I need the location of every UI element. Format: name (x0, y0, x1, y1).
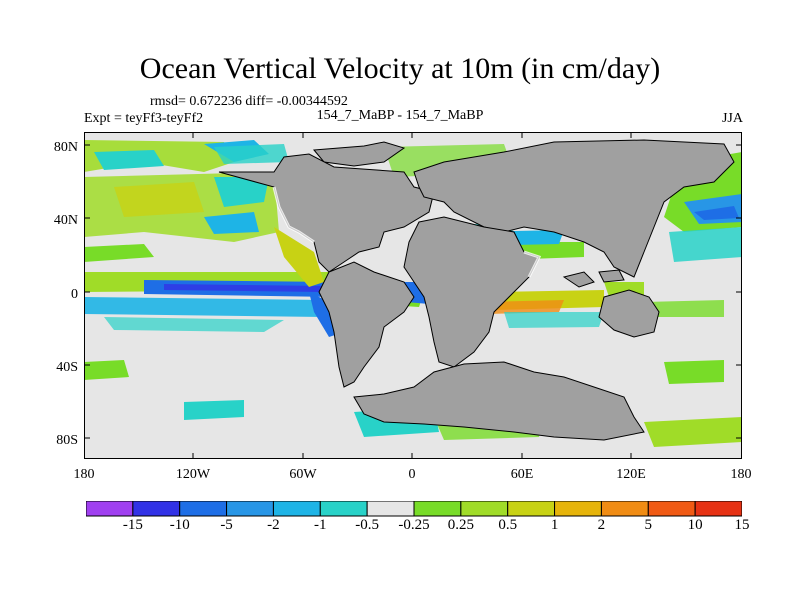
colorbar-swatch (647, 501, 696, 517)
lon-label-60w: 60W (289, 467, 317, 482)
lon-label-0: 0 (408, 467, 416, 482)
colorbar-swatch (179, 501, 228, 517)
colorbar-label: -0.5 (355, 517, 380, 533)
lat-label-40s: 40S (56, 360, 78, 375)
plot-title: Ocean Vertical Velocity at 10m (in cm/da… (139, 52, 661, 85)
colorbar-swatch (554, 501, 602, 517)
colorbar-swatch (507, 501, 556, 517)
colorbar-swatch (460, 501, 509, 517)
lon-label-180w: 180 (73, 467, 95, 482)
lat-label-0: 0 (71, 287, 78, 302)
colorbar-swatch (86, 501, 134, 517)
colorbar-swatch (272, 501, 321, 517)
colorbar-label: -1 (314, 517, 327, 533)
colorbar-label: 2 (597, 517, 606, 533)
colorbar-label: -10 (169, 517, 190, 533)
lon-label-60e: 60E (510, 467, 534, 482)
map-frame (84, 132, 742, 459)
lon-label-120e: 120E (616, 467, 646, 482)
colorbar-swatch (413, 501, 462, 517)
land (218, 139, 735, 441)
colorbar-swatch (226, 501, 274, 517)
lat-label-40n: 40N (53, 213, 78, 228)
colorbar-label: -15 (122, 517, 143, 533)
experiment-label: Expt = teyFf3-teyFf2 (84, 111, 204, 126)
axis-ticks (84, 132, 742, 459)
colorbar-swatch (694, 501, 742, 517)
run-label: 154_7_MaBP - 154_7_MaBP (316, 108, 484, 123)
colorbar-label: -2 (267, 517, 280, 533)
colorbar-label: -5 (220, 517, 233, 533)
colorbar-label: -0.25 (398, 517, 430, 533)
colorbar-swatch (132, 501, 181, 517)
map-plot (84, 132, 742, 459)
colorbar-label: 1 (550, 517, 559, 533)
season-label: JJA (721, 111, 743, 126)
colorbar (86, 501, 742, 517)
lon-label-120w: 120W (175, 467, 211, 482)
colorbar-swatch (366, 501, 415, 517)
colorbar-label: 5 (644, 517, 653, 533)
coast-highlight (272, 186, 542, 278)
lon-label-180e: 180 (730, 467, 752, 482)
colorbar-label: 10 (687, 517, 703, 533)
colorbar-swatch (600, 501, 649, 517)
colorbar-label: 0.25 (447, 517, 474, 533)
lat-label-80s: 80S (56, 433, 78, 448)
lat-label-80n: 80N (53, 140, 78, 155)
colorbar-swatch (319, 501, 368, 517)
rmsd-diff-text: rmsd= 0.672236 diff= -0.00344592 (150, 94, 348, 109)
colorbar-label: 0.5 (498, 517, 518, 533)
colorbar-label: 15 (734, 517, 750, 533)
